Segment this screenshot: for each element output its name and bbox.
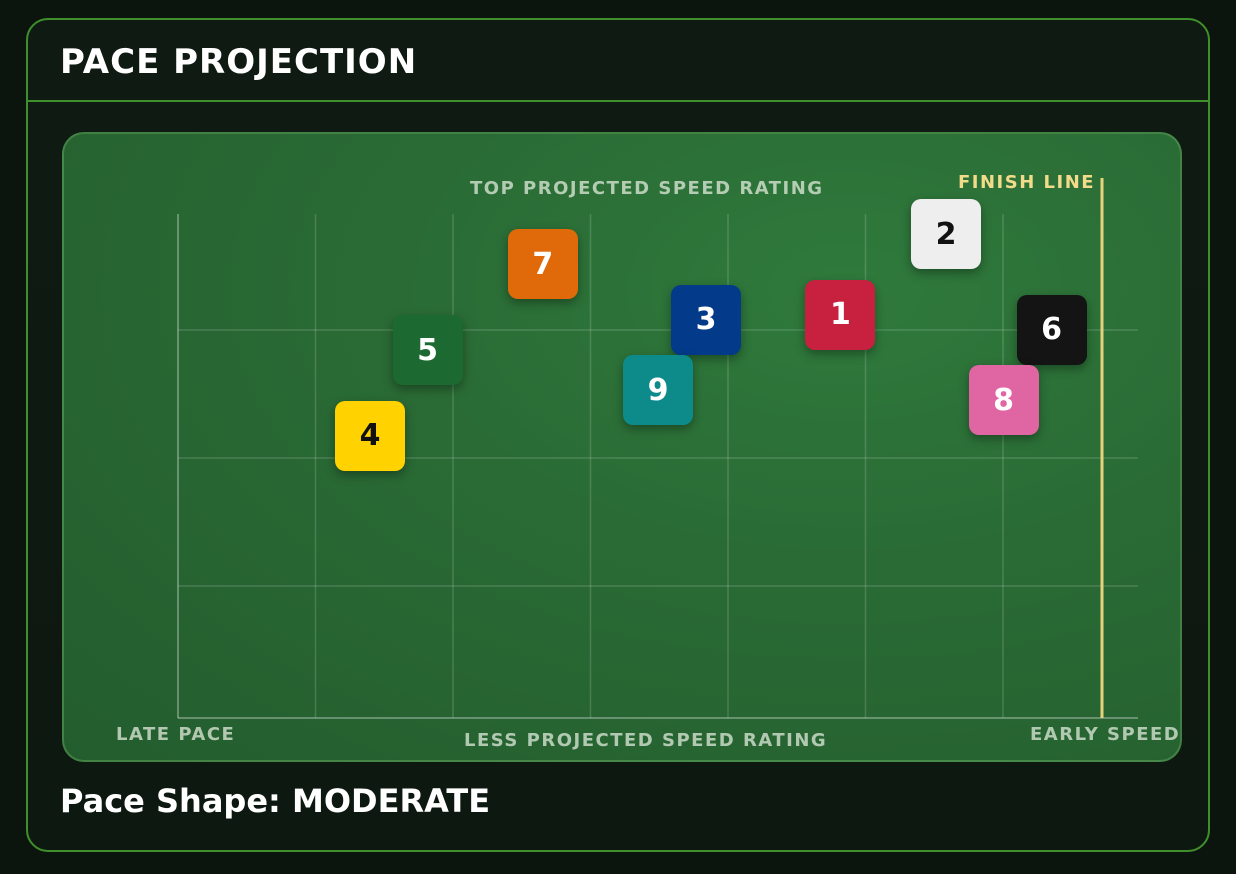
x-axis-left-label: LATE PACE <box>116 724 236 745</box>
finish-line-label: FINISH LINE <box>958 172 1096 193</box>
x-axis-right-label: EARLY SPEED <box>1030 724 1181 745</box>
y-axis-top-label: TOP PROJECTED SPEED RATING <box>470 178 824 199</box>
horse-marker-3: 3 <box>671 284 741 355</box>
horse-marker-7: 7 <box>507 229 578 300</box>
panel-header: PACE PROJECTION <box>28 20 1208 102</box>
pace-chart: TOP PROJECTED SPEED RATING FINISH LINE L… <box>62 132 1182 762</box>
horse-marker-1: 1 <box>805 279 876 350</box>
horse-marker-9: 9 <box>623 355 693 426</box>
chart-grid <box>177 178 1138 719</box>
x-axis-center-label: LESS PROJECTED SPEED RATING <box>464 730 828 751</box>
pace-projection-panel: PACE PROJECTION TOP PROJECTED SPEED RATI… <box>26 18 1210 852</box>
horse-marker-5: 5 <box>392 315 463 386</box>
horse-marker-2: 2 <box>911 199 981 270</box>
horse-marker-4: 4 <box>335 400 405 471</box>
horse-marker-8: 8 <box>968 365 1039 436</box>
horse-marker-6: 6 <box>1016 294 1087 365</box>
pace-shape-text: Pace Shape: MODERATE <box>60 782 491 820</box>
panel-title: PACE PROJECTION <box>60 42 418 82</box>
